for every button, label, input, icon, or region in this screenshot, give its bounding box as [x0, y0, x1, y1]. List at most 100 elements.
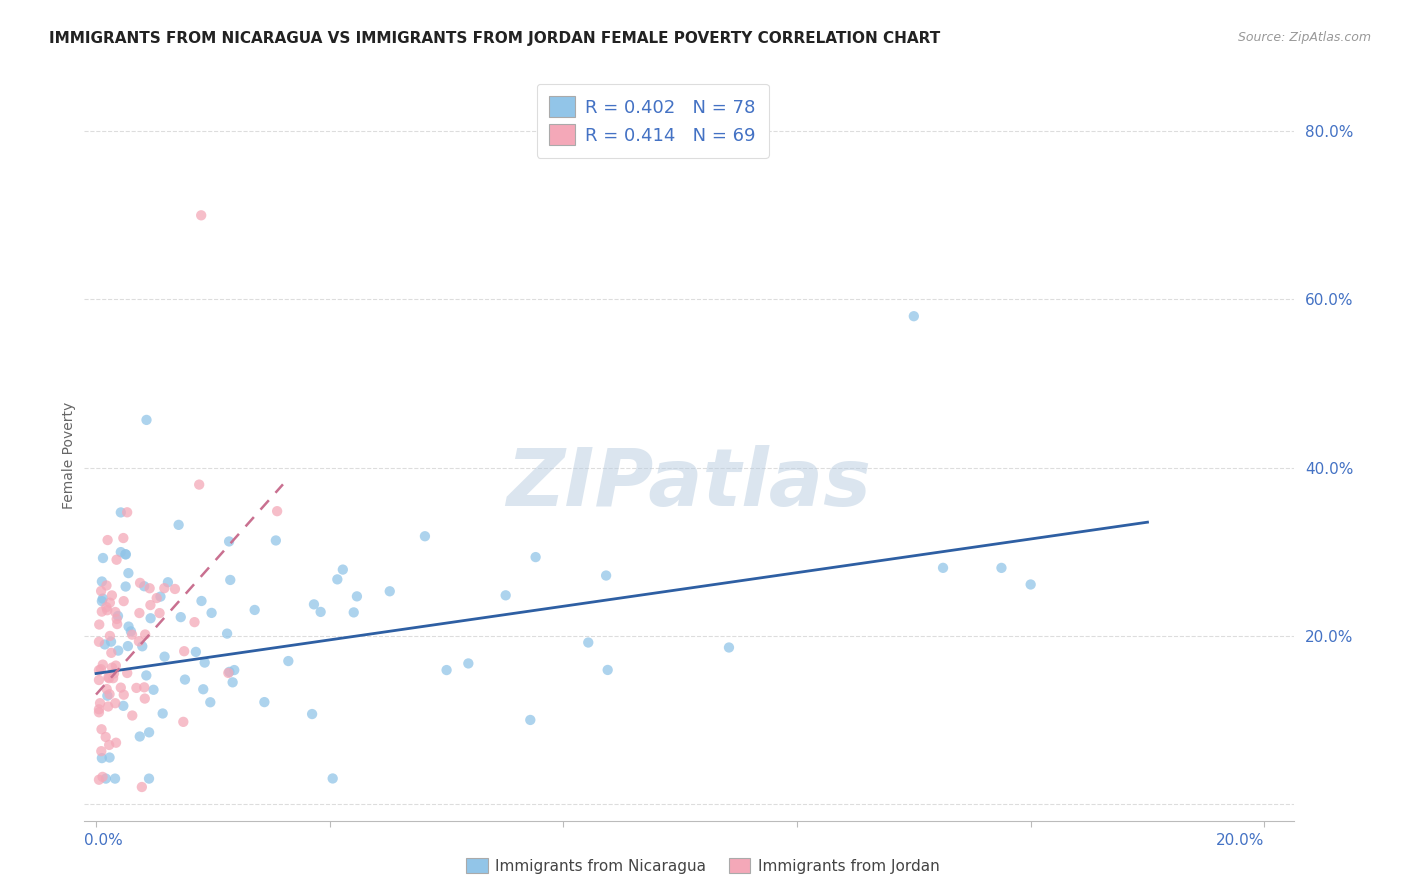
Point — [101, 660, 124, 674]
Point — [98, 671, 121, 685]
Point — [194, 656, 217, 670]
Point — [495, 588, 517, 602]
Point — [90, 723, 112, 737]
Point — [103, 666, 125, 681]
Point — [193, 682, 215, 697]
Point — [90, 594, 112, 608]
Point — [932, 561, 955, 575]
Point — [91, 591, 114, 606]
Point — [94, 730, 117, 744]
Point — [142, 682, 165, 697]
Point — [110, 681, 132, 695]
Point — [98, 687, 121, 701]
Point — [97, 670, 120, 684]
Point — [110, 505, 132, 519]
Point — [413, 529, 436, 543]
Point — [112, 698, 135, 713]
Point — [90, 584, 112, 599]
Point — [219, 573, 242, 587]
Point — [266, 504, 288, 518]
Point — [153, 649, 176, 664]
Point — [100, 646, 122, 660]
Point — [156, 575, 179, 590]
Point — [253, 695, 276, 709]
Point — [301, 707, 323, 722]
Text: 20.0%: 20.0% — [1216, 833, 1264, 848]
Point — [90, 605, 112, 619]
Point — [172, 714, 194, 729]
Point — [105, 617, 128, 632]
Point — [224, 663, 246, 677]
Point — [152, 706, 174, 721]
Point — [120, 624, 142, 639]
Point — [96, 689, 118, 703]
Point — [96, 578, 118, 592]
Point — [309, 605, 332, 619]
Point — [134, 681, 156, 695]
Point — [139, 611, 162, 625]
Point — [104, 658, 127, 673]
Point — [104, 605, 127, 619]
Text: Source: ZipAtlas.com: Source: ZipAtlas.com — [1237, 31, 1371, 45]
Point — [114, 580, 136, 594]
Point — [128, 634, 150, 648]
Point — [90, 662, 112, 676]
Point — [91, 551, 114, 566]
Point — [243, 603, 266, 617]
Point — [96, 600, 118, 615]
Point — [129, 575, 152, 590]
Point — [322, 772, 344, 786]
Point — [121, 708, 143, 723]
Point — [170, 610, 193, 624]
Point — [138, 725, 160, 739]
Point — [990, 561, 1012, 575]
Point — [184, 645, 207, 659]
Text: IMMIGRANTS FROM NICARAGUA VS IMMIGRANTS FROM JORDAN FEMALE POVERTY CORRELATION C: IMMIGRANTS FROM NICARAGUA VS IMMIGRANTS … — [49, 31, 941, 46]
Point — [131, 640, 153, 654]
Point — [524, 550, 547, 565]
Point — [91, 657, 114, 672]
Text: 0.0%: 0.0% — [84, 833, 124, 848]
Point — [117, 639, 139, 653]
Point — [98, 596, 121, 610]
Point — [110, 545, 132, 559]
Point — [125, 681, 148, 695]
Point — [378, 584, 401, 599]
Point — [115, 505, 138, 519]
Point — [87, 772, 110, 787]
Point — [134, 627, 156, 641]
Point — [98, 750, 121, 764]
Point — [576, 635, 599, 649]
Point — [326, 573, 349, 587]
Point — [277, 654, 299, 668]
Point — [135, 413, 157, 427]
Point — [218, 665, 240, 679]
Point — [717, 640, 740, 655]
Point — [121, 628, 143, 642]
Point — [190, 208, 212, 222]
Point — [105, 612, 128, 626]
Point — [346, 590, 368, 604]
Point — [101, 671, 124, 685]
Point — [104, 772, 127, 786]
Point — [173, 644, 195, 658]
Point — [98, 629, 121, 643]
Point — [519, 713, 541, 727]
Point — [115, 665, 138, 680]
Legend: Immigrants from Nicaragua, Immigrants from Jordan: Immigrants from Nicaragua, Immigrants fr… — [460, 852, 946, 880]
Point — [183, 615, 205, 629]
Point — [87, 634, 110, 648]
Point — [903, 309, 925, 323]
Legend: R = 0.402   N = 78, R = 0.414   N = 69: R = 0.402 N = 78, R = 0.414 N = 69 — [537, 84, 769, 158]
Point — [97, 699, 120, 714]
Point — [97, 533, 120, 547]
Point — [114, 547, 136, 561]
Point — [217, 665, 239, 680]
Point — [128, 606, 150, 620]
Point — [343, 606, 366, 620]
Point — [217, 626, 239, 640]
Point — [332, 563, 354, 577]
Point — [107, 643, 129, 657]
Point — [117, 619, 139, 633]
Point — [138, 581, 160, 595]
